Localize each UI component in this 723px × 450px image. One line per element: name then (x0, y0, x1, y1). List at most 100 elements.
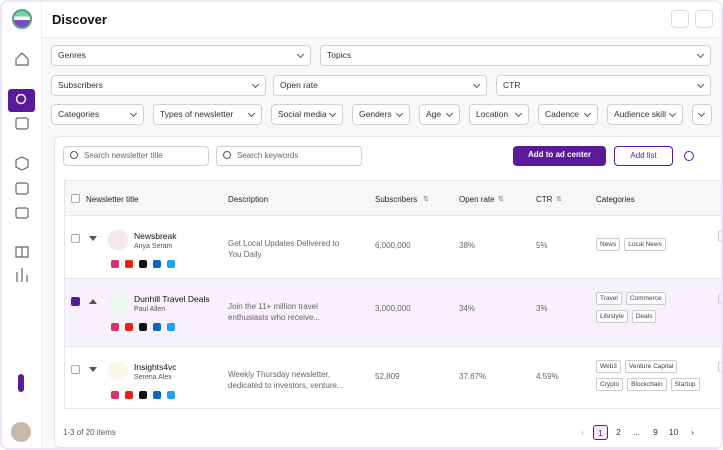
table-header (64, 180, 721, 216)
ctr: 4.59% (536, 372, 559, 381)
box-icon[interactable] (15, 156, 29, 171)
category-tag: Lifestyle (596, 310, 628, 323)
social-icon[interactable] (167, 323, 175, 331)
social-icon[interactable] (125, 391, 133, 399)
social-icon[interactable] (111, 260, 119, 268)
social-icon[interactable] (153, 323, 161, 331)
category-tag: Blockchain (627, 378, 667, 391)
expand-arrow[interactable] (89, 299, 97, 304)
book-icon[interactable] (15, 246, 29, 258)
category-tag: Venture Capital (624, 360, 678, 373)
next-page[interactable]: › (691, 427, 694, 437)
newsletter-title[interactable]: Dunhill Travel Deals (134, 294, 210, 304)
category-tags: Web3 Venture CapitalCrypto Blockchain Start… (596, 360, 706, 396)
items-summary: 1-3 of 20 items (63, 428, 116, 437)
page-button[interactable]: ... (632, 427, 641, 437)
prev-page[interactable]: ‹ (581, 427, 584, 437)
category-tag: Crypto (596, 378, 624, 391)
social-icon[interactable] (153, 391, 161, 399)
ctr: 5% (536, 241, 548, 250)
settings-icon[interactable] (684, 151, 694, 161)
trend-icon[interactable] (15, 182, 29, 195)
column-header: Subscribers (375, 195, 418, 204)
social-icon[interactable] (167, 260, 175, 268)
filter-dropdown[interactable]: CTR (496, 75, 711, 96)
page-button[interactable]: 2 (616, 427, 621, 437)
avatar[interactable] (11, 422, 31, 442)
filter-dropdown[interactable]: Genres (51, 45, 311, 66)
newsletter-author: Paul Allen (134, 306, 166, 313)
chat-icon[interactable] (15, 117, 29, 130)
social-icon[interactable] (111, 391, 119, 399)
row-checkbox[interactable] (71, 365, 80, 374)
social-icon[interactable] (139, 260, 147, 268)
bell-button[interactable] (671, 10, 689, 28)
sidebar (2, 2, 42, 448)
search-icon (15, 93, 27, 105)
social-icon[interactable] (139, 391, 147, 399)
hidden-column (718, 362, 721, 372)
logout-button[interactable] (695, 10, 713, 28)
filter-dropdown[interactable]: Types of newsletter (153, 104, 262, 125)
row-checkbox[interactable] (71, 234, 80, 243)
filter-dropdown[interactable]: Open rate (273, 75, 487, 96)
search-title-input[interactable]: Search newsletter title (63, 146, 209, 166)
page-button[interactable]: 1 (593, 425, 608, 440)
logo[interactable] (12, 9, 32, 29)
column-header: Newsletter title (86, 195, 139, 204)
page-button[interactable]: 10 (668, 427, 679, 437)
filter-dropdown[interactable]: Location (469, 104, 529, 125)
category-tags: Travel Commerce Lifestyle Deals (596, 292, 676, 328)
category-tag: Startup (670, 378, 700, 391)
social-icon[interactable] (111, 323, 119, 331)
filter-dropdown[interactable]: Genders (352, 104, 410, 125)
expand-arrow[interactable] (89, 367, 97, 372)
expand-arrow[interactable] (89, 236, 97, 241)
newsletter-title[interactable]: Newsbreak (134, 231, 177, 241)
social-icon[interactable] (167, 391, 175, 399)
newsletter-title[interactable]: Insights4vc (134, 362, 177, 372)
search-keywords-input[interactable]: Search keywords (216, 146, 362, 166)
scroll-pill (18, 374, 24, 392)
ctr: 3% (536, 304, 548, 313)
sort-icon[interactable]: ⇅ (423, 196, 429, 203)
sort-icon[interactable]: ⇅ (498, 196, 504, 203)
add-list-button[interactable]: Add list (614, 146, 673, 166)
header-checkbox[interactable] (71, 194, 80, 203)
column-header: CTR (536, 195, 553, 204)
page-title: Discover (52, 12, 107, 27)
row-checkbox[interactable] (71, 297, 80, 306)
open-rate: 38% (459, 241, 476, 250)
message-icon[interactable] (15, 207, 29, 219)
filter-dropdown[interactable]: Audience skill (607, 104, 683, 125)
nav-icons (8, 52, 35, 442)
social-icon[interactable] (153, 260, 161, 268)
social-icon[interactable] (139, 323, 147, 331)
search-active[interactable] (8, 89, 35, 112)
filter-dropdown[interactable]: Topics (320, 45, 711, 66)
add-filter-button[interactable] (692, 104, 712, 125)
sort-icon[interactable]: ⇅ (556, 196, 562, 203)
social-icon[interactable] (125, 323, 133, 331)
chart-icon[interactable] (16, 268, 28, 282)
description: Weekly Thursday newsletter, dedicated to… (228, 370, 344, 390)
newsletter-author: Anya Seram (134, 243, 173, 250)
page-button[interactable]: 9 (653, 427, 658, 437)
column-header: Categories (596, 195, 635, 204)
category-tags: News Local News (596, 238, 706, 256)
filter-dropdown[interactable]: Social media (271, 104, 343, 125)
category-tag: Deals (631, 310, 657, 323)
filter-dropdown[interactable]: Cadence (538, 104, 598, 125)
filter-dropdown[interactable]: Subscribers (51, 75, 266, 96)
description: Get Local Updates Delivered to You Daily (228, 239, 340, 259)
newsletter-logo (108, 293, 128, 313)
hidden-column (718, 231, 721, 241)
add-ad-button[interactable]: Add to ad center (513, 146, 606, 166)
subscribers: 6,000,000 (375, 241, 411, 250)
filter-dropdown[interactable]: Age (419, 104, 460, 125)
open-rate: 34% (459, 304, 476, 313)
filter-dropdown[interactable]: Categories (51, 104, 144, 125)
home-icon[interactable] (15, 52, 29, 66)
social-icon[interactable] (125, 260, 133, 268)
